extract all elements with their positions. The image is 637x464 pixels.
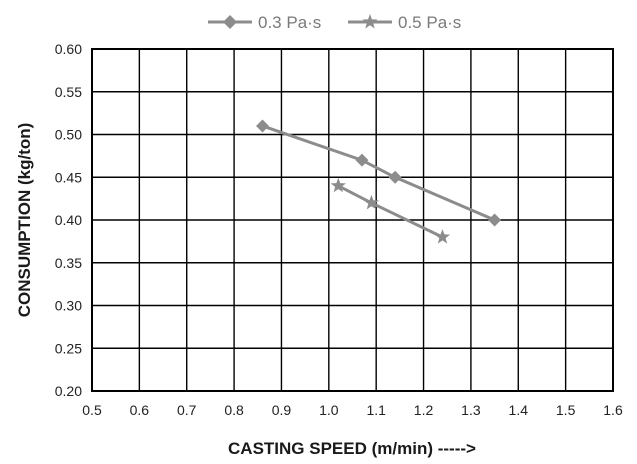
legend-item-0: 0.3 Pa·s [208, 13, 321, 32]
x-tick-label: 0.7 [177, 402, 197, 418]
x-tick-label: 0.5 [82, 402, 102, 418]
legend-diamond-marker [223, 15, 237, 29]
legend-item-1: 0.5 Pa·s [348, 13, 461, 32]
y-axis-title: CONSUMPTION (kg/ton) [15, 123, 34, 318]
plot-border [91, 48, 614, 392]
series-1 [330, 177, 451, 244]
y-tick-label: 0.40 [55, 212, 82, 228]
data-point [256, 119, 270, 133]
y-tick-label: 0.55 [55, 84, 82, 100]
legend-label-0: 0.3 Pa·s [258, 13, 321, 32]
series-group [256, 119, 502, 244]
y-tick-label: 0.45 [55, 169, 82, 185]
y-tick-label: 0.50 [55, 127, 82, 143]
data-point [363, 194, 380, 210]
x-tick-label: 1.0 [319, 402, 339, 418]
legend-label-1: 0.5 Pa·s [398, 13, 461, 32]
y-tick-label: 0.20 [55, 383, 82, 399]
x-axis-title: CASTING SPEED (m/min) -----> [228, 439, 476, 458]
y-tick-label: 0.25 [55, 340, 82, 356]
data-point [330, 177, 346, 193]
y-tick-label: 0.60 [55, 41, 82, 57]
x-tick-label: 0.9 [272, 402, 292, 418]
data-point [488, 213, 502, 227]
x-tick-labels: 0.5 0.6 0.7 0.8 0.9 1.0 1.1 1.2 1.3 1.4 1.5 1.6 [82, 402, 623, 418]
x-tick-label: 1.3 [461, 402, 481, 418]
y-tick-labels: 0.60 0.55 0.50 0.45 0.40 0.35 0.30 0.25 0.20 [55, 41, 82, 399]
y-tick-label: 0.35 [55, 255, 82, 271]
series-line-0 [262, 124, 496, 222]
legend: 0.3 Pa·s 0.5 Pa·s [208, 13, 461, 32]
x-tick-label: 0.6 [130, 402, 150, 418]
x-tick-label: 1.4 [509, 402, 529, 418]
x-tick-label: 0.8 [224, 402, 244, 418]
x-tick-label: 1.5 [556, 402, 576, 418]
data-point [355, 153, 369, 167]
series-0 [256, 119, 502, 227]
legend-star-marker [362, 14, 378, 29]
y-tick-label: 0.30 [55, 298, 82, 314]
data-point [388, 170, 402, 184]
x-tick-label: 1.6 [603, 402, 623, 418]
x-tick-label: 1.2 [414, 402, 434, 418]
x-tick-label: 1.1 [366, 402, 386, 418]
data-point [434, 229, 451, 244]
